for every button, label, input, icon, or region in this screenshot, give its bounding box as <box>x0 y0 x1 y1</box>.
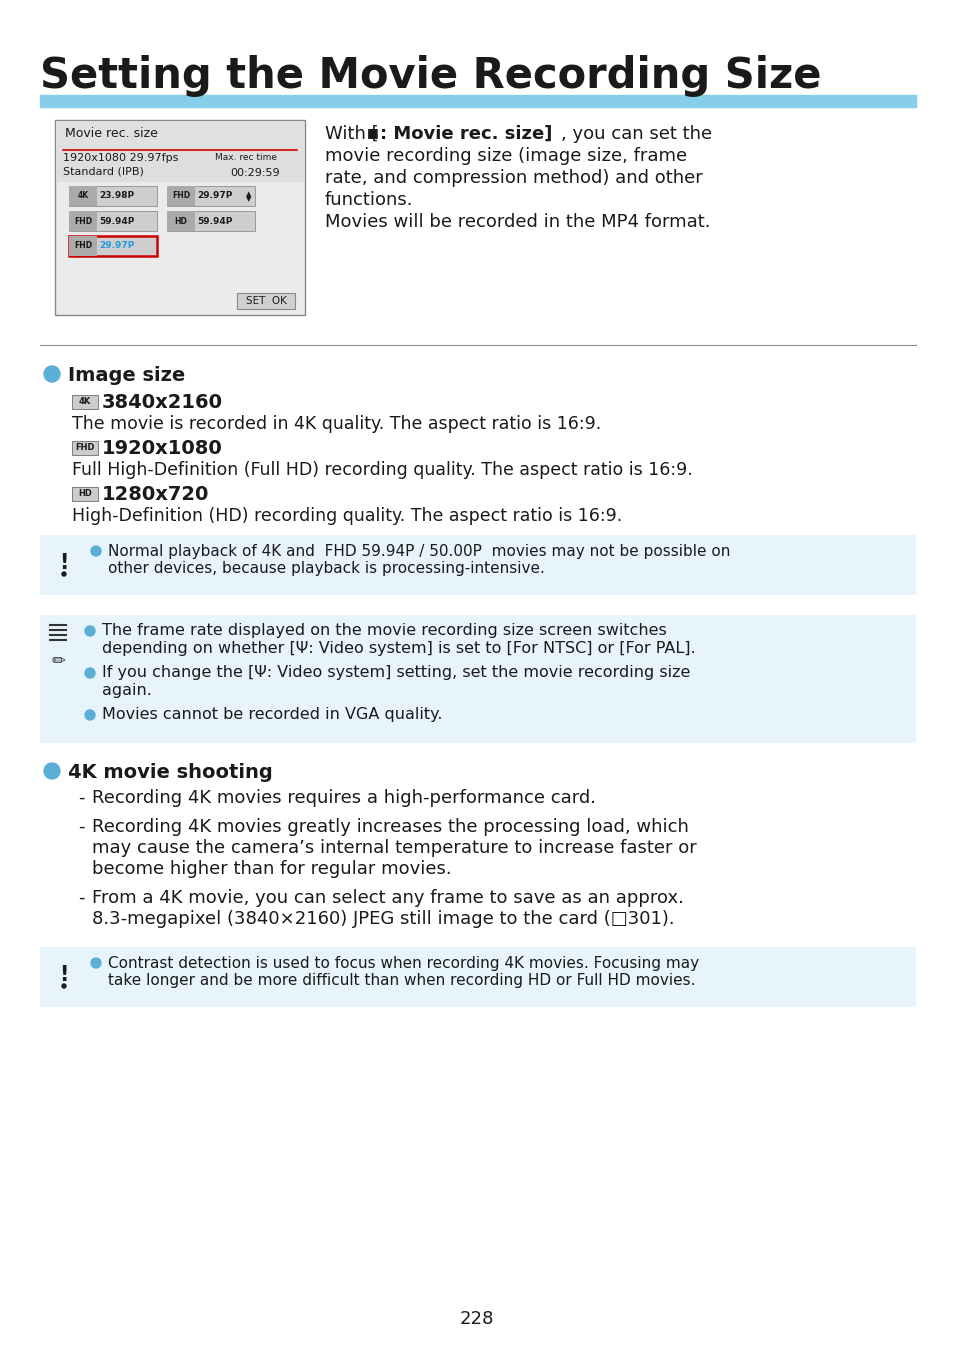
Bar <box>40 947 915 1007</box>
Text: !: ! <box>59 964 69 985</box>
Text: rate, and compression method) and other: rate, and compression method) and other <box>325 169 702 187</box>
Text: Recording 4K movies greatly increases the processing load, which: Recording 4K movies greatly increases th… <box>91 818 688 837</box>
Text: -: - <box>78 818 85 837</box>
Text: Movie rec. size: Movie rec. size <box>65 126 157 140</box>
Bar <box>167 211 254 231</box>
Text: ▲: ▲ <box>246 191 252 196</box>
Text: 29.97P: 29.97P <box>99 242 134 250</box>
Bar <box>69 211 157 231</box>
Text: From a 4K movie, you can select any frame to save as an approx.: From a 4K movie, you can select any fram… <box>91 889 683 907</box>
Circle shape <box>44 763 60 779</box>
Text: may cause the camera’s internal temperature to increase faster or: may cause the camera’s internal temperat… <box>91 839 696 857</box>
Text: ▼: ▼ <box>246 196 252 202</box>
Circle shape <box>62 572 66 576</box>
Bar <box>69 235 157 256</box>
Text: Full High-Definition (Full HD) recording quality. The aspect ratio is 16:9.: Full High-Definition (Full HD) recording… <box>71 461 692 479</box>
Bar <box>71 395 98 409</box>
Circle shape <box>62 985 66 989</box>
Text: other devices, because playback is processing-intensive.: other devices, because playback is proce… <box>108 561 544 576</box>
Text: !: ! <box>59 553 69 573</box>
Bar <box>69 235 97 256</box>
Text: 228: 228 <box>459 1310 494 1328</box>
Bar <box>40 95 915 108</box>
Text: HD: HD <box>174 217 187 226</box>
Text: 1920x1080: 1920x1080 <box>102 438 222 459</box>
Text: 8.3-megapixel (3840×2160) JPEG still image to the card (□301).: 8.3-megapixel (3840×2160) JPEG still ima… <box>91 911 674 928</box>
Text: depending on whether [Ψ: Video system] is set to [For NTSC] or [For PAL].: depending on whether [Ψ: Video system] i… <box>102 642 695 656</box>
Bar <box>69 186 157 206</box>
Text: become higher than for regular movies.: become higher than for regular movies. <box>91 859 451 878</box>
Bar <box>236 293 294 309</box>
Text: The frame rate displayed on the movie recording size screen switches: The frame rate displayed on the movie re… <box>102 623 666 638</box>
Text: HD: HD <box>78 490 91 499</box>
Bar <box>71 441 98 455</box>
Circle shape <box>91 958 101 968</box>
Text: Image size: Image size <box>68 366 185 385</box>
Text: Normal playback of 4K and  FHD 59.94P / 50.00P  movies may not be possible on: Normal playback of 4K and FHD 59.94P / 5… <box>108 543 730 560</box>
Text: , you can set the: , you can set the <box>560 125 711 143</box>
Text: -: - <box>78 790 85 807</box>
Text: 1920x1080 29.97fps: 1920x1080 29.97fps <box>63 153 178 163</box>
Text: FHD: FHD <box>75 444 94 452</box>
Bar <box>56 151 304 182</box>
Text: FHD: FHD <box>74 242 92 250</box>
Bar <box>55 120 305 315</box>
Bar <box>56 121 304 149</box>
Text: 4K: 4K <box>79 398 91 406</box>
Text: 4K: 4K <box>77 191 89 200</box>
Text: Setting the Movie Recording Size: Setting the Movie Recording Size <box>40 55 821 97</box>
Bar <box>69 186 97 206</box>
Text: 59.94P: 59.94P <box>196 217 233 226</box>
Bar <box>167 211 194 231</box>
Text: High-Definition (HD) recording quality. The aspect ratio is 16:9.: High-Definition (HD) recording quality. … <box>71 507 621 525</box>
Text: 3840x2160: 3840x2160 <box>102 393 223 412</box>
Text: ✏: ✏ <box>51 651 65 668</box>
Bar <box>40 615 915 742</box>
Bar <box>40 535 915 594</box>
Circle shape <box>85 668 95 678</box>
Text: Contrast detection is used to focus when recording 4K movies. Focusing may: Contrast detection is used to focus when… <box>108 956 699 971</box>
Text: Max. rec time: Max. rec time <box>214 153 276 161</box>
Text: FHD: FHD <box>74 217 92 226</box>
Text: take longer and be more difficult than when recording HD or Full HD movies.: take longer and be more difficult than w… <box>108 972 695 989</box>
Text: ■: ■ <box>367 126 378 139</box>
Bar <box>71 487 98 500</box>
Text: 4K movie shooting: 4K movie shooting <box>68 763 273 781</box>
Circle shape <box>44 366 60 382</box>
Circle shape <box>91 546 101 555</box>
Text: 1280x720: 1280x720 <box>102 486 209 504</box>
Text: functions.: functions. <box>325 191 413 208</box>
Text: 00:29:59: 00:29:59 <box>230 168 279 178</box>
Text: SET  OK: SET OK <box>245 296 286 307</box>
Circle shape <box>85 710 95 720</box>
Circle shape <box>85 625 95 636</box>
Text: movie recording size (image size, frame: movie recording size (image size, frame <box>325 147 686 165</box>
Text: : Movie rec. size]: : Movie rec. size] <box>379 125 552 143</box>
Text: 59.94P: 59.94P <box>99 217 134 226</box>
Text: 29.97P: 29.97P <box>196 191 233 200</box>
Text: If you change the [Ψ: Video system] setting, set the movie recording size: If you change the [Ψ: Video system] sett… <box>102 664 690 681</box>
Bar <box>69 211 97 231</box>
Text: Recording 4K movies requires a high-performance card.: Recording 4K movies requires a high-perf… <box>91 790 596 807</box>
Bar <box>167 186 254 206</box>
Bar <box>167 186 194 206</box>
Text: FHD: FHD <box>172 191 190 200</box>
Text: Movies will be recorded in the MP4 format.: Movies will be recorded in the MP4 forma… <box>325 213 710 231</box>
Text: The movie is recorded in 4K quality. The aspect ratio is 16:9.: The movie is recorded in 4K quality. The… <box>71 416 600 433</box>
Text: again.: again. <box>102 683 152 698</box>
Text: -: - <box>78 889 85 907</box>
Text: 23.98P: 23.98P <box>99 191 134 200</box>
Text: With [: With [ <box>325 125 378 143</box>
Text: Movies cannot be recorded in VGA quality.: Movies cannot be recorded in VGA quality… <box>102 707 442 722</box>
Text: Standard (IPB): Standard (IPB) <box>63 165 144 176</box>
